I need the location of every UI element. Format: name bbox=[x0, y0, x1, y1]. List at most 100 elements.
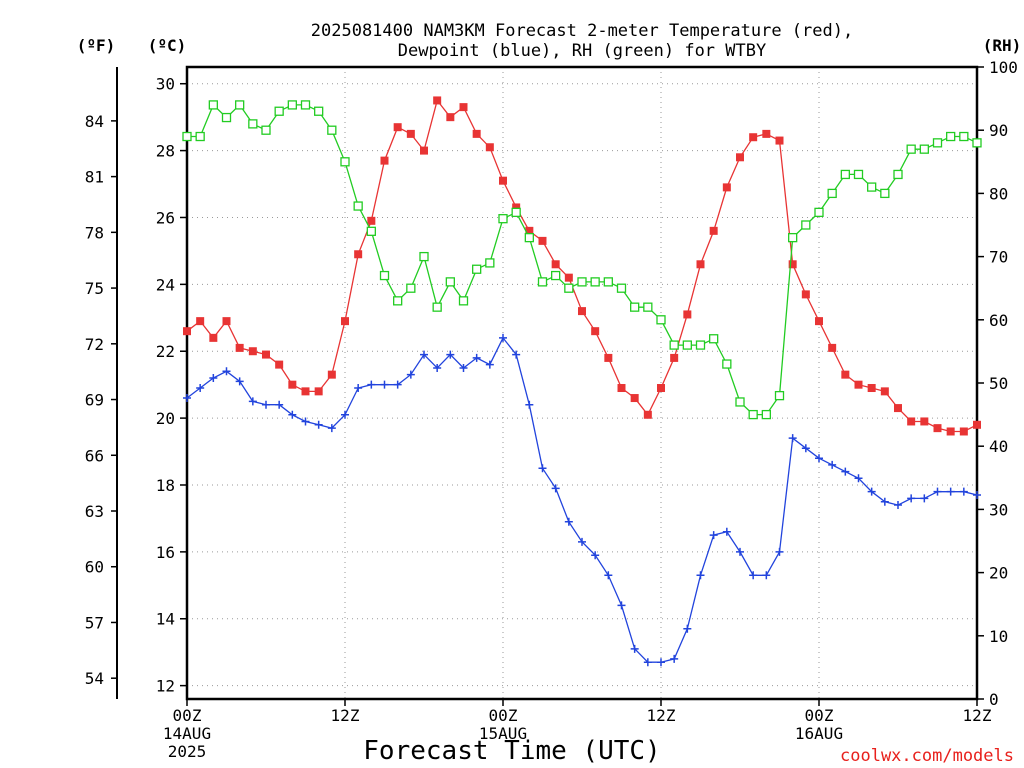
rh-point bbox=[195, 131, 205, 142]
rh-point bbox=[709, 334, 719, 344]
rh-point bbox=[643, 302, 653, 312]
rh-line bbox=[187, 103, 978, 416]
temperature-point bbox=[933, 424, 942, 433]
rh-series bbox=[182, 100, 982, 420]
temperature-point bbox=[433, 96, 442, 105]
fahrenheit-tick-label: 72 bbox=[85, 335, 104, 354]
temperature-point bbox=[709, 226, 718, 235]
dewpoint-point bbox=[933, 487, 942, 496]
dewpoint-point bbox=[538, 464, 547, 473]
rh-point bbox=[261, 125, 271, 135]
rh-point bbox=[603, 277, 613, 287]
rh-point bbox=[616, 283, 627, 293]
temperature-point bbox=[459, 103, 468, 112]
rh-point bbox=[564, 283, 574, 293]
x-tick-label: 15AUG bbox=[479, 724, 527, 743]
temperature-point bbox=[262, 350, 270, 359]
dewpoint-point bbox=[485, 360, 494, 369]
dewpoint-point bbox=[946, 487, 955, 496]
rh-point bbox=[867, 182, 877, 192]
dewpoint-point bbox=[288, 410, 297, 419]
dewpoint-point bbox=[301, 417, 310, 426]
rh-point bbox=[274, 106, 284, 116]
rh-point bbox=[511, 207, 521, 218]
rh-point bbox=[669, 340, 679, 350]
temperature-point bbox=[854, 380, 863, 389]
rh-point bbox=[761, 409, 771, 420]
temperature-point bbox=[406, 129, 415, 138]
rh-point bbox=[182, 131, 192, 142]
temperature-point bbox=[815, 317, 823, 326]
rh-point bbox=[880, 188, 890, 199]
chart-title-line-2: Dewpoint (blue), RH (green) for WTBY bbox=[398, 41, 766, 61]
rh-point bbox=[472, 264, 482, 274]
x-tick-label: 00Z bbox=[489, 706, 518, 725]
dewpoint-point bbox=[196, 384, 205, 393]
temperature-point bbox=[946, 427, 955, 436]
dewpoint-point bbox=[512, 350, 521, 359]
celsius-tick-label: 26 bbox=[156, 208, 175, 227]
dewpoint-point bbox=[643, 658, 652, 667]
dewpoint-point bbox=[420, 350, 428, 359]
rh-point bbox=[656, 315, 666, 325]
rh-point bbox=[498, 214, 508, 224]
dewpoint-point bbox=[696, 571, 705, 580]
rh-tick-label: 40 bbox=[989, 437, 1008, 456]
temperature-point bbox=[749, 133, 758, 142]
x-tick-label: 12Z bbox=[963, 706, 992, 725]
dewpoint-point bbox=[841, 467, 850, 476]
temperature-point bbox=[959, 427, 968, 436]
dewpoint-point bbox=[209, 373, 218, 382]
temperature-point bbox=[393, 123, 402, 132]
celsius-tick-label: 22 bbox=[156, 342, 175, 361]
temperature-point bbox=[617, 384, 626, 393]
dewpoint-point bbox=[854, 474, 863, 483]
rh-point bbox=[590, 277, 600, 287]
temperature-point bbox=[485, 143, 494, 152]
rh-point bbox=[353, 201, 363, 211]
temperature-point bbox=[248, 347, 257, 356]
temperature-point bbox=[696, 260, 705, 269]
fahrenheit-tick-label: 78 bbox=[85, 223, 104, 242]
temperature-point bbox=[775, 136, 784, 145]
axes: 12 14 16 18 20 22 24 26 28 30 54 57 60 63 66 69 72 75 78 81… bbox=[85, 58, 1018, 761]
dewpoint-point bbox=[222, 367, 231, 376]
dewpoint-point bbox=[604, 571, 613, 580]
fahrenheit-tick-label: 63 bbox=[85, 502, 104, 521]
dewpoint-point bbox=[393, 380, 402, 389]
rh-tick-label: 80 bbox=[989, 184, 1008, 203]
temperature-point bbox=[801, 290, 810, 299]
temperature-point bbox=[446, 113, 455, 122]
rh-point bbox=[893, 169, 903, 180]
temperature-point bbox=[736, 153, 744, 162]
credit-label: coolwx.com/models bbox=[840, 746, 1014, 766]
rh-tick-label: 50 bbox=[989, 374, 1008, 393]
dewpoint-point bbox=[762, 571, 771, 580]
rh-point bbox=[946, 131, 956, 142]
x-axis-label: Forecast Time (UTC) bbox=[363, 736, 660, 766]
celsius-tick-label: 24 bbox=[156, 275, 175, 294]
dewpoint-point bbox=[736, 547, 744, 556]
chart-title-line-1: 2025081400 NAM3KM Forecast 2-meter Tempe… bbox=[311, 21, 853, 41]
x-tick-label: 12Z bbox=[331, 706, 360, 725]
rh-tick-label: 10 bbox=[989, 627, 1008, 646]
dewpoint-point bbox=[367, 380, 376, 389]
celsius-tick-label: 20 bbox=[156, 409, 175, 428]
temperature-point bbox=[367, 216, 376, 225]
rh-tick-label: 30 bbox=[989, 500, 1008, 519]
dewpoint-point bbox=[880, 497, 889, 506]
temperature-point bbox=[604, 353, 613, 362]
dewpoint-point bbox=[327, 424, 336, 433]
dewpoint-point bbox=[248, 397, 257, 406]
rh-point bbox=[235, 100, 245, 110]
temperature-point bbox=[196, 317, 205, 326]
temperature-point bbox=[525, 226, 534, 235]
fahrenheit-tick-label: 69 bbox=[85, 391, 104, 410]
temperature-point bbox=[288, 380, 297, 389]
temperature-point bbox=[841, 370, 850, 379]
dewpoint-point bbox=[551, 484, 560, 493]
temperature-point bbox=[828, 343, 837, 352]
celsius-unit-label: (ºC) bbox=[148, 36, 187, 55]
rh-point bbox=[919, 144, 929, 154]
